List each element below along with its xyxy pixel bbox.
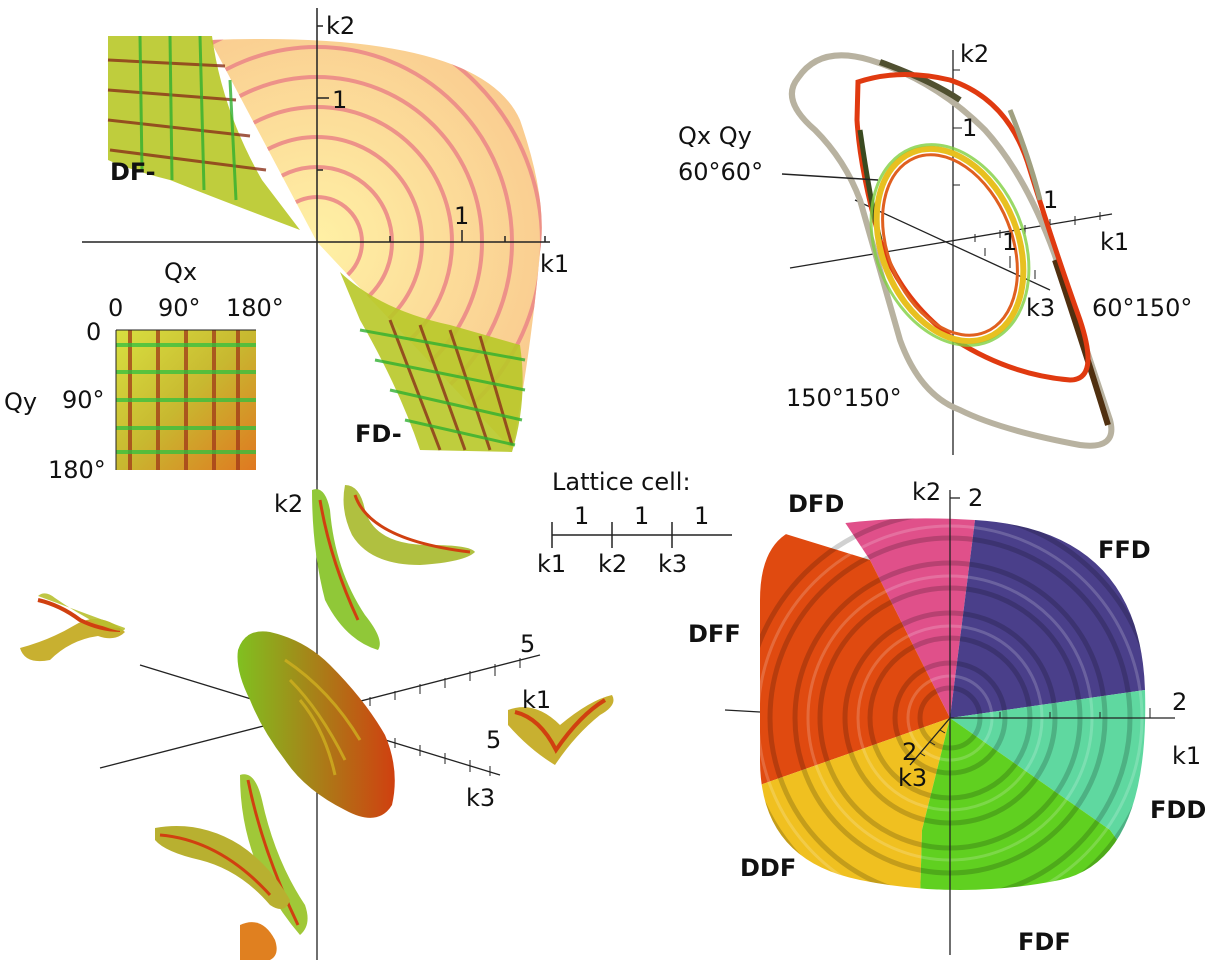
tune-color-legend: Qx 0 90° 180° Qy 0 90° 180°: [4, 258, 284, 484]
drift-length-1: 1: [574, 502, 589, 530]
fd-region: [340, 272, 526, 452]
k3-tick-label-3d: 1: [1002, 228, 1017, 256]
k1-tick-label-br: 2: [1172, 688, 1187, 716]
region-label-fdf: FDF: [1018, 928, 1071, 956]
qy-tick-180: 180°: [48, 456, 106, 484]
lower-petal-2: [155, 826, 290, 909]
k1-ticks: [389, 230, 546, 242]
qy-tick-90: 90°: [62, 386, 105, 414]
tune-leader-line: [781, 173, 879, 181]
k2-axis-label-br: k2: [912, 478, 941, 506]
tune-60-150-label: 60°150°: [1092, 294, 1192, 322]
qy-label: Qy: [4, 388, 37, 416]
region-label-dff: DFF: [688, 620, 741, 648]
k2-axis-label-3d: k2: [960, 40, 989, 68]
k1-axis-label-br: k1: [1172, 742, 1201, 770]
k2-tick-label-3d: 1: [962, 114, 977, 142]
orbit-150-150: [788, 52, 1115, 449]
region-label-fdd: FDD: [1150, 796, 1206, 824]
region-label-ffd: FFD: [1098, 536, 1151, 564]
k1-axis-3d: [789, 213, 1113, 269]
sector-dff: [760, 520, 950, 790]
k1-tick-label-bl: 5: [520, 630, 535, 658]
qx-tick-90: 90°: [158, 294, 201, 322]
lattice-cell-title: Lattice cell:: [552, 468, 691, 496]
df-region-label: DF-: [110, 158, 156, 186]
qy-tick-0: 0: [86, 318, 101, 346]
k1-axis-label: k1: [540, 250, 569, 278]
k1-axis-label-bl: k1: [522, 686, 551, 714]
drift-length-2: 1: [634, 502, 649, 530]
k1-ticks-bl: [344, 658, 521, 712]
lower-petal-3: [240, 922, 277, 960]
lattice-cell-diagram: Lattice cell: 1 1 1 k1 k2 k3: [537, 468, 732, 578]
sector-dfd: [830, 518, 975, 718]
k1-axis-label-3d: k1: [1100, 228, 1129, 256]
tune-header-label: Qx Qy: [678, 122, 752, 150]
k1-axis-br-back: [724, 709, 761, 713]
top-left-panel: k2 1 1 k1 DF- FD-: [82, 8, 569, 480]
bottom-right-panel: k2 2 2 k1 2 k3 DFD FFD DFF FDD DDF FDF: [688, 478, 1206, 956]
k1-tick-label: 1: [454, 202, 469, 230]
fd-region-label: FD-: [355, 420, 402, 448]
k3-axis-label-3d: k3: [1026, 294, 1055, 322]
k3-axis-label-bl: k3: [466, 784, 495, 812]
sector-fdf: [920, 718, 1146, 890]
qx-tick-180: 180°: [226, 294, 284, 322]
bottom-left-panel: k2 5 k1 5 k3: [20, 480, 614, 960]
df-region: [107, 35, 300, 230]
k2-tick-label-br: 2: [968, 484, 983, 512]
k2-ticks: [317, 25, 329, 171]
region-label-dfd: DFD: [788, 490, 844, 518]
k2-tick-label: 1: [332, 86, 347, 114]
magnet-label-k2: k2: [598, 550, 627, 578]
k2-axis-label: k2: [326, 12, 355, 40]
orbit-60-60: [873, 145, 1027, 345]
k1-tick-label-3d: 1: [1043, 186, 1058, 214]
qx-tick-0: 0: [108, 294, 123, 322]
qx-label: Qx: [164, 258, 197, 286]
k2-ticks-3d: [953, 69, 962, 186]
tune-150-150-label: 150°150°: [786, 384, 902, 412]
sector-fdd: [950, 690, 1146, 890]
k3-tick-label-bl: 5: [486, 726, 501, 754]
tune-60-60-label: 60°60°: [678, 158, 763, 186]
k3-tick-label-br: 2: [902, 738, 917, 766]
k3-ticks-br: [919, 729, 946, 757]
region-label-ddf: DDF: [740, 854, 796, 882]
k1-ticks-br: [999, 708, 1151, 718]
upper-petal-2: [343, 485, 475, 565]
upper-petal-1: [312, 489, 380, 650]
k3-axis-label-br: k3: [898, 764, 927, 792]
magnet-label-k1: k1: [537, 550, 566, 578]
k3-ticks-3d: [984, 248, 1036, 279]
k2-axis-label-bl: k2: [274, 490, 303, 518]
magnet-label-k3: k3: [658, 550, 687, 578]
top-right-panel: k2 1 1 1 k1 k3 Qx Qy 60°60° 60°150° 150°…: [678, 40, 1192, 455]
drift-length-3: 1: [694, 502, 709, 530]
left-petal: [20, 618, 125, 662]
k3-axis-br: [909, 717, 951, 766]
